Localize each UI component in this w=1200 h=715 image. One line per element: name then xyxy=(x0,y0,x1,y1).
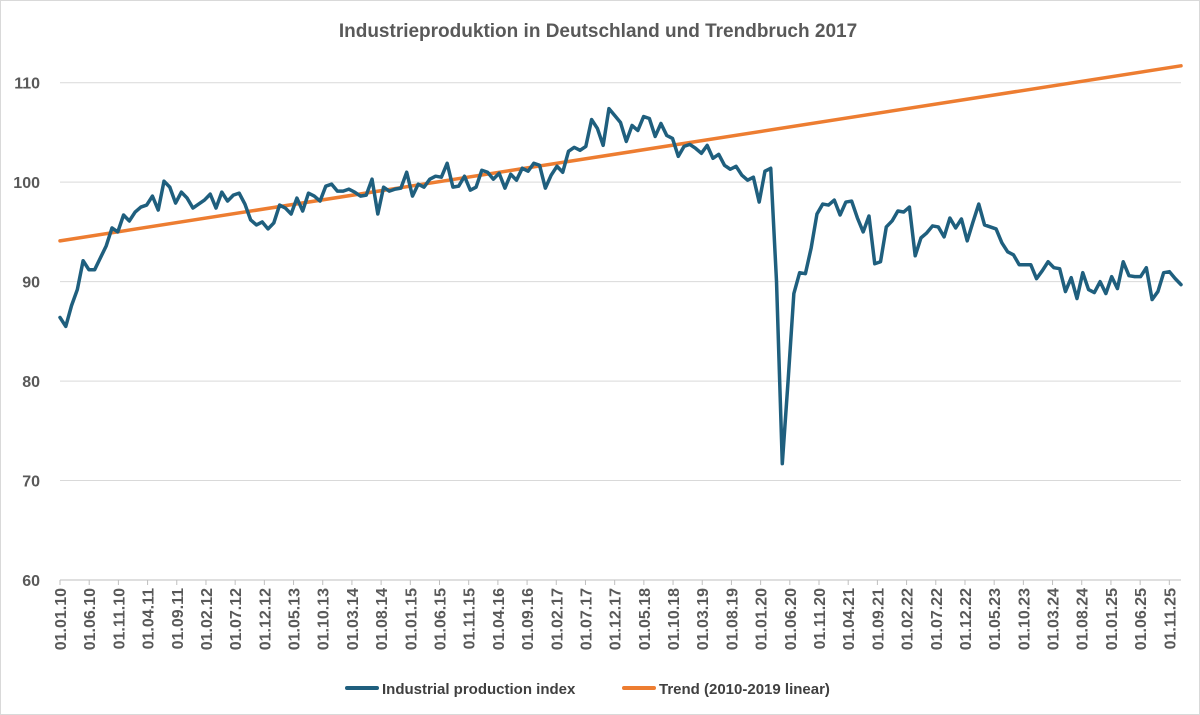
x-tick-label: 01.02.17 xyxy=(549,588,566,650)
x-tick-label: 01.01.10 xyxy=(53,588,70,650)
x-axis-tick-labels: 01.01.10 01.06.10 01.11.10 01.04.11 01.09.11… xyxy=(53,588,1179,650)
x-tick-label: 01.11.25 xyxy=(1162,588,1179,650)
x-tick-label: 01.02.12 xyxy=(199,588,216,650)
x-tick-label: 01.06.10 xyxy=(82,588,99,650)
x-tick-label: 01.01.20 xyxy=(754,588,771,650)
x-tick-label: 01.08.14 xyxy=(374,588,391,650)
chart-title: Industrieproduktion in Deutschland und T… xyxy=(339,21,857,42)
gridlines xyxy=(59,82,1181,585)
x-tick-label: 01.04.21 xyxy=(841,588,858,650)
x-tick-label: 01.11.15 xyxy=(462,588,479,650)
x-tick-label: 01.03.14 xyxy=(345,588,362,650)
x-tick-label: 01.11.20 xyxy=(812,588,829,650)
x-tick-label: 01.12.12 xyxy=(257,588,274,650)
x-tick-label: 01.12.17 xyxy=(608,588,625,650)
x-tick-label: 01.10.13 xyxy=(316,588,333,650)
x-tick-label: 01.01.25 xyxy=(1104,588,1121,650)
x-tick-label: 01.07.17 xyxy=(578,588,595,650)
x-tick-label: 01.08.24 xyxy=(1075,588,1092,650)
x-tick-label: 01.09.21 xyxy=(870,588,887,650)
y-tick-label: 70 xyxy=(22,474,40,491)
x-tick-label: 01.01.15 xyxy=(403,588,420,650)
x-tick-label: 01.09.16 xyxy=(520,588,537,650)
x-tick-label: 01.08.19 xyxy=(724,588,741,650)
y-tick-label: 80 xyxy=(22,374,40,391)
x-tick-label: 01.05.23 xyxy=(987,588,1004,650)
y-tick-label: 60 xyxy=(22,573,40,590)
x-tick-label: 01.04.11 xyxy=(141,588,158,650)
x-tick-label: 01.06.20 xyxy=(783,588,800,650)
legend: Industrial production index Trend (2010-… xyxy=(345,681,830,698)
y-tick-label: 110 xyxy=(14,76,40,93)
x-tick-label: 01.07.22 xyxy=(929,588,946,650)
legend-label-trend: Trend (2010-2019 linear) xyxy=(659,681,830,698)
x-tick-label: 01.09.11 xyxy=(170,588,187,650)
x-tick-label: 01.10.18 xyxy=(666,588,683,650)
x-tick-label: 01.04.16 xyxy=(491,588,508,650)
y-tick-label: 100 xyxy=(13,175,40,192)
x-tick-label: 01.12.22 xyxy=(958,588,975,650)
y-tick-label: 90 xyxy=(22,275,40,292)
x-tick-label: 01.10.23 xyxy=(1016,588,1033,650)
x-tick-label: 01.06.15 xyxy=(433,588,450,650)
x-tick-label: 01.05.18 xyxy=(637,588,654,650)
x-tick-label: 01.06.25 xyxy=(1133,588,1150,650)
series-line-industrial-production xyxy=(58,106,1183,466)
series-lines xyxy=(58,64,1183,466)
y-axis-tick-labels: 60 70 80 90 100 110 xyxy=(13,76,40,590)
series-line-trend xyxy=(58,64,1183,243)
x-tick-label: 01.03.24 xyxy=(1046,588,1063,650)
x-tick-label: 01.07.12 xyxy=(228,588,245,650)
legend-label-industrial-production: Industrial production index xyxy=(382,681,576,698)
x-tick-label: 01.03.19 xyxy=(695,588,712,650)
x-tick-label: 01.05.13 xyxy=(287,588,304,650)
x-tick-label: 01.11.10 xyxy=(111,588,128,650)
x-tick-label: 01.02.22 xyxy=(900,588,917,650)
